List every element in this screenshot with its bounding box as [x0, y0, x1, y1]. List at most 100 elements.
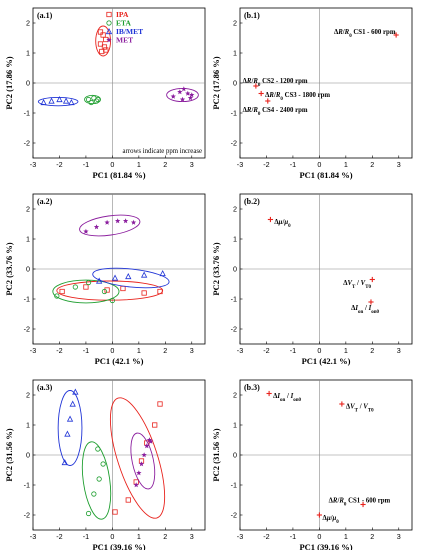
x-tick-label: 0: [110, 160, 114, 169]
loading-label: ΔVT / VT0: [343, 280, 371, 290]
data-point: [140, 271, 148, 278]
legend-marker: [106, 11, 112, 18]
x-tick-label: 2: [370, 346, 374, 355]
data-point: [59, 288, 65, 295]
data-point: [141, 290, 147, 296]
x-axis-label: PC1 (81.84 %): [299, 170, 352, 180]
legend-label: IB/MET: [116, 27, 143, 36]
loading-label: ΔR/R0 CS1 - 600 rpm: [329, 498, 391, 508]
y-tick-label: -1: [24, 295, 30, 304]
y-tick-label: 0: [26, 265, 30, 274]
x-tick-label: 1: [137, 160, 141, 169]
data-point: [148, 438, 154, 444]
series-eta: [84, 94, 101, 106]
annotation-note: arrows indicate ppm increase: [123, 148, 202, 155]
x-tick-label: -3: [237, 346, 243, 355]
data-point: [100, 461, 106, 467]
data-point: [133, 482, 139, 488]
y-tick-label: 1: [233, 49, 237, 58]
data-point: [64, 430, 71, 437]
loading-point: [316, 512, 322, 518]
data-point: [95, 446, 101, 452]
y-axis-label: PC2 (17.86 %): [4, 56, 14, 109]
y-tick-label: 2: [233, 391, 237, 400]
data-point: [189, 92, 195, 98]
series-met: [166, 86, 199, 103]
data-point: [68, 99, 75, 106]
data-point: [179, 96, 186, 102]
data-point: [83, 284, 89, 290]
confidence-ellipse: [109, 397, 166, 519]
series-eta: [52, 279, 120, 304]
data-point: [104, 287, 110, 293]
x-tick-label: 0: [110, 532, 114, 541]
y-tick-label: 2: [26, 205, 30, 214]
y-tick-label: 0: [233, 451, 237, 460]
y-tick-label: 1: [233, 235, 237, 244]
confidence-ellipse: [92, 267, 170, 289]
x-tick-label: 0: [110, 346, 114, 355]
data-point: [141, 452, 147, 458]
x-tick-label: -1: [290, 532, 296, 541]
legend-label: MET: [116, 36, 133, 45]
series-ibmet: [92, 267, 170, 289]
x-tick-label: -1: [290, 346, 296, 355]
y-tick-label: 2: [233, 205, 237, 214]
data-point: [103, 47, 109, 53]
x-tick-label: 0: [317, 532, 321, 541]
panel-label: (a.1): [37, 11, 53, 20]
y-tick-label: -1: [231, 109, 237, 118]
data-point: [88, 99, 94, 106]
y-tick-label: 1: [26, 235, 30, 244]
data-point: [104, 219, 110, 225]
x-tick-label: -1: [83, 346, 89, 355]
x-tick-label: -2: [263, 532, 269, 541]
x-tick-label: -2: [56, 346, 62, 355]
loading-label: ΔR/R0 CS3 - 1800 rpm: [265, 92, 330, 102]
y-tick-label: -2: [231, 325, 237, 334]
loading-point: [266, 390, 272, 397]
y-tick-label: -1: [24, 109, 30, 118]
data-point: [109, 297, 115, 304]
loading-label: Δμ/μ0: [274, 219, 291, 229]
loading-label: ΔR/R0 CS4 - 2400 rpm: [243, 107, 308, 117]
data-point: [97, 41, 104, 47]
loading-label: ΔR/R0 CS1 - 600 rpm: [334, 29, 396, 39]
x-tick-label: -3: [30, 532, 36, 541]
confidence-ellipse: [130, 432, 156, 490]
x-axis-label: PC1 (39.16 %): [299, 542, 352, 550]
x-tick-label: -3: [237, 532, 243, 541]
data-point: [40, 99, 47, 106]
data-point: [62, 97, 70, 104]
panel-label: (b.2): [244, 197, 260, 206]
y-tick-label: -1: [24, 481, 30, 490]
data-point: [69, 400, 76, 407]
panel-label: (a.3): [37, 383, 53, 392]
y-tick-label: -2: [231, 139, 237, 148]
data-point: [125, 273, 132, 280]
panel-label: (b.1): [244, 11, 260, 20]
data-point: [144, 443, 150, 449]
data-point: [157, 288, 163, 295]
loading-label: ΔVT / VT0: [346, 404, 374, 414]
x-tick-label: 3: [190, 346, 194, 355]
data-point: [112, 509, 118, 515]
confidence-ellipse: [56, 280, 164, 301]
data-point: [157, 401, 163, 407]
panel-b2: -3 -2 -1 0 1 2 3 -2 -1 0 1 2 PC1 (42.1 %) PC2 (33.76 …: [211, 193, 413, 366]
y-axis-label: PC2 (33.76 %): [211, 242, 221, 295]
panel-label: (a.2): [37, 197, 53, 206]
x-tick-label: 3: [190, 532, 194, 541]
x-tick-label: 0: [317, 346, 321, 355]
x-tick-label: 3: [397, 160, 401, 169]
data-point: [85, 279, 92, 286]
data-point: [48, 97, 55, 104]
legend-label: IPA: [116, 10, 129, 19]
series-met: [130, 432, 156, 490]
y-tick-label: 0: [26, 79, 30, 88]
x-tick-label: -3: [30, 346, 36, 355]
x-tick-label: -1: [83, 160, 89, 169]
series-ipa: [109, 397, 166, 519]
